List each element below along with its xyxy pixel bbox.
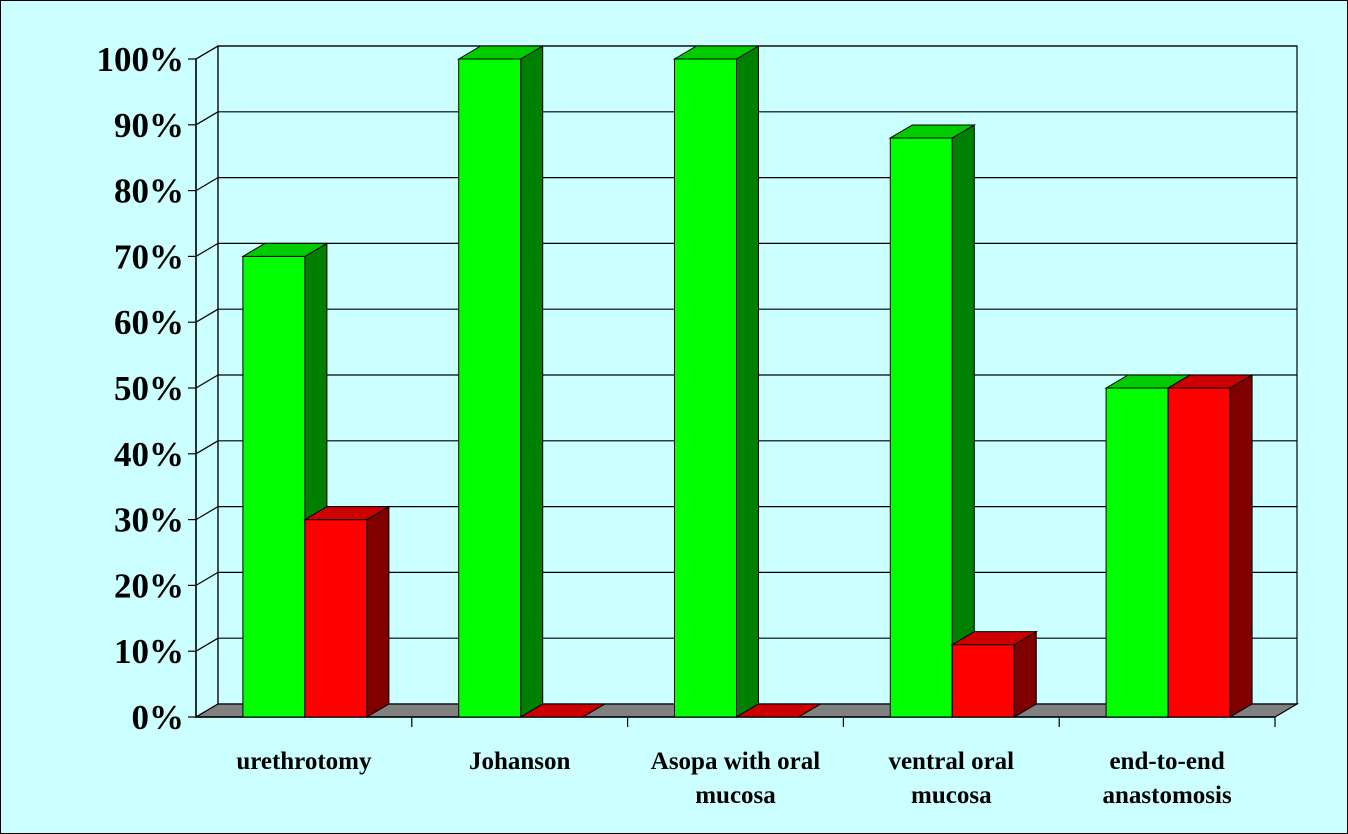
bar <box>518 703 607 718</box>
x-category-label: Asopa with oral <box>651 748 821 775</box>
bar-side <box>520 45 544 718</box>
x-category-label: ventral oral <box>888 748 1014 775</box>
bar-front <box>1105 387 1169 718</box>
gridline-side <box>195 242 219 257</box>
bar-top <box>518 703 607 718</box>
bar-side <box>736 45 759 718</box>
y-tick-label: 0% <box>132 698 185 737</box>
y-tick-label: 20% <box>114 566 184 605</box>
bar-top <box>672 45 761 60</box>
y-tick-label: 60% <box>114 303 184 342</box>
gridline-side <box>195 45 219 60</box>
x-category-label: mucosa <box>911 782 992 809</box>
x-category-label: mucosa <box>695 782 776 809</box>
bar <box>950 630 1039 718</box>
x-category-label: anastomosis <box>1103 782 1232 809</box>
bar-top <box>888 124 977 139</box>
gridline-side <box>195 506 219 521</box>
y-axis-tick-labels: 0% 10% 20% 30% 40% 50% 60% 70% 80% 90% 100% <box>97 40 185 737</box>
bar-side <box>366 505 390 718</box>
bar <box>1166 374 1254 718</box>
y-tick-label: 10% <box>114 632 184 671</box>
bar-top <box>456 45 545 60</box>
gridline-side <box>195 308 219 323</box>
y-tick-label: 30% <box>114 501 184 540</box>
bar-top <box>241 242 329 257</box>
bar-side <box>1013 630 1037 718</box>
gridline-side <box>195 374 219 389</box>
x-category-label: end-to-end <box>1109 748 1224 775</box>
bar-top <box>734 703 823 718</box>
bar-front <box>242 255 306 718</box>
bar-front <box>951 644 1015 718</box>
x-axis-category-labels: urethrotomy Johanson Asopa with oral mucosa… <box>236 748 1232 809</box>
gridline-side <box>195 440 219 455</box>
gridline-side <box>195 637 219 652</box>
x-category-label: Johanson <box>469 748 571 775</box>
y-tick-label: 80% <box>114 172 184 211</box>
bar-top <box>303 506 391 521</box>
bar-side <box>951 124 975 718</box>
bar-front <box>1167 387 1231 718</box>
bar <box>672 45 761 718</box>
y-tick-label: 50% <box>114 369 184 408</box>
gridline-side <box>195 111 219 126</box>
y-tick-label: 90% <box>114 106 184 145</box>
x-category-label: urethrotomy <box>236 748 372 775</box>
bar-top <box>1166 374 1254 389</box>
bar <box>888 124 977 718</box>
bar-side <box>1229 374 1253 718</box>
bar-top <box>950 631 1039 646</box>
y-tick-label: 100% <box>97 40 185 79</box>
gridline-side <box>195 177 219 192</box>
y-tick-label: 70% <box>114 237 184 276</box>
bar-front <box>674 58 737 718</box>
bar-front <box>458 58 522 718</box>
bar <box>734 703 823 718</box>
bar-front <box>304 519 368 718</box>
bars <box>241 45 1254 718</box>
bar <box>303 505 391 718</box>
bar-front <box>889 137 953 718</box>
bar <box>241 242 329 718</box>
y-tick-label: 40% <box>114 435 184 474</box>
gridline-side <box>195 571 219 586</box>
bar <box>456 45 545 718</box>
